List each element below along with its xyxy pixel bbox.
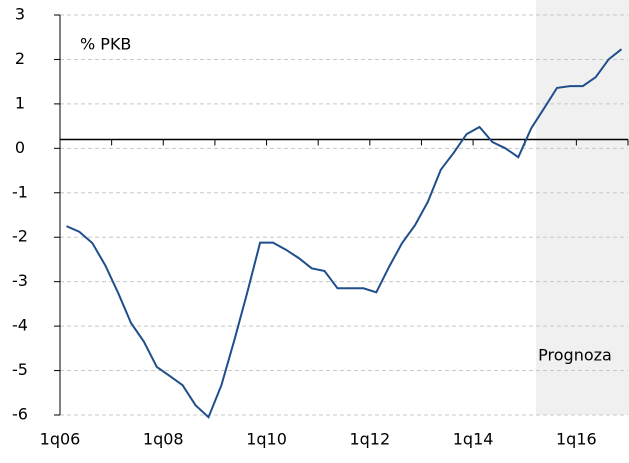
y-tick-label: 1 [15,93,25,112]
x-tick-label: 1q08 [143,430,184,449]
y-tick-label: -4 [12,316,28,335]
x-tick-label: 1q14 [453,430,494,449]
y-tick-label: 3 [15,5,25,24]
y-tick-label: -1 [12,182,28,201]
x-tick-label: 1q06 [40,430,81,449]
data-line [66,48,623,419]
x-tick-label: 1q10 [246,430,287,449]
x-tick-label: 1q16 [556,430,597,449]
y-tick-label: 2 [15,49,25,68]
forecast-shade [536,0,629,415]
y-tick-label: -2 [12,227,28,246]
unit-label: % PKB [80,35,131,54]
y-tick-label: -6 [12,405,28,424]
x-tick-label: 1q12 [349,430,390,449]
y-tick-label: -3 [12,271,28,290]
forecast-label: Prognoza [538,346,612,365]
y-tick-label: 0 [15,138,25,157]
y-tick-label: -5 [12,360,28,379]
